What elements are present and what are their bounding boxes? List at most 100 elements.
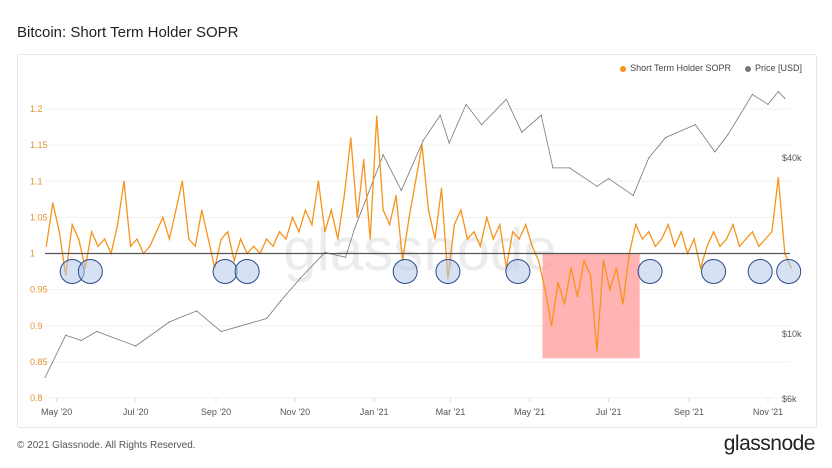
price-point [777,90,779,93]
sopr-point [615,267,618,269]
sopr-point [667,223,669,226]
dip-circle [392,259,418,284]
y-left-tick-label: 0.8 [30,393,43,403]
y-left-tick-label: 1.1 [30,176,43,186]
price-point [280,300,282,302]
sopr-point [291,216,294,219]
sopr-point [699,267,702,269]
sopr-point [265,238,268,240]
sopr-point [712,231,715,233]
sopr-point [725,238,728,240]
sopr-point [188,238,190,240]
sopr-point [745,238,747,240]
sopr-point [680,231,682,233]
sopr-point [201,209,203,211]
highlight-region [542,253,640,359]
sopr-point [583,260,585,262]
x-tick-label: May '20 [41,407,72,417]
price-point [505,98,507,100]
sopr-point [596,350,598,352]
dip-circle [505,259,531,284]
price-point [400,189,402,191]
price-point [596,185,598,187]
sopr-point [317,180,320,182]
sopr-point [382,209,384,211]
x-tick-label: Nov '20 [280,407,310,417]
dip-circle [776,259,802,284]
sopr-point [90,231,93,233]
page-title: Bitcoin: Short Term Holder SOPR [17,24,239,41]
price-point [569,167,571,169]
sopr-line [45,116,792,352]
sopr-point [512,231,514,233]
sopr-point [162,216,164,219]
sopr-point [272,245,274,247]
sopr-point [395,195,397,197]
sopr-point [375,115,378,117]
dip-circle [435,259,461,284]
sopr-point [129,245,132,247]
sopr-point [337,238,339,240]
sopr-point [285,238,287,240]
price-point [168,321,170,323]
legend-item-price[interactable]: Price [USD] [744,63,802,73]
chart-frame [17,54,817,428]
sopr-point [673,245,676,247]
sopr-point [544,288,546,291]
price-point [714,151,716,153]
price-point [727,134,729,136]
sopr-point [777,176,780,179]
sopr-point [648,231,650,233]
dip-circle [747,259,773,284]
sopr-point [738,245,741,247]
sopr-point [635,223,637,226]
legend-dot-icon [620,65,627,72]
sopr-point [486,216,488,219]
x-tick-label: Jan '21 [360,407,389,417]
price-point [80,339,82,342]
legend-label: Price [USD] [754,63,802,73]
price-point [465,103,467,106]
dip-circle [637,259,663,284]
sopr-point [45,245,47,247]
sopr-point [77,238,80,240]
y-left-tick-label: 1.2 [30,104,43,114]
glassnode-logo: glassnode [723,432,816,455]
price-point [354,227,356,229]
sopr-point [531,245,533,247]
price-point [265,317,268,320]
sopr-point [52,202,54,204]
sopr-point [350,137,352,139]
sopr-point [440,187,443,190]
sopr-point [518,238,520,240]
legend-item-sopr[interactable]: Short Term Holder SOPR [620,63,731,73]
price-point [422,139,424,141]
y-left-tick-label: 0.9 [30,321,43,331]
price-point [608,178,610,180]
x-tick-label: May '21 [514,407,545,417]
sopr-point [207,238,209,240]
sopr-point [414,180,417,182]
sopr-point [226,231,229,233]
sopr-point [116,223,119,226]
sopr-point [252,245,255,247]
sopr-point [136,238,138,240]
sopr-point [693,238,695,240]
sopr-point [661,238,663,240]
sopr-point [589,274,592,276]
sopr-point [499,223,501,226]
sopr-point [719,245,721,247]
price-point [694,124,697,126]
price-point [751,93,754,96]
price-point [344,256,347,258]
sopr-point [466,238,469,240]
legend-dot-icon [744,65,751,72]
price-point [552,167,554,169]
sopr-point [609,288,611,291]
x-tick-label: Jul '21 [596,407,622,417]
sopr-point [123,180,125,182]
copyright: © 2021 Glassnode. All Rights Reserved. [17,440,196,451]
sopr-point [175,209,177,211]
sopr-point [434,238,436,240]
